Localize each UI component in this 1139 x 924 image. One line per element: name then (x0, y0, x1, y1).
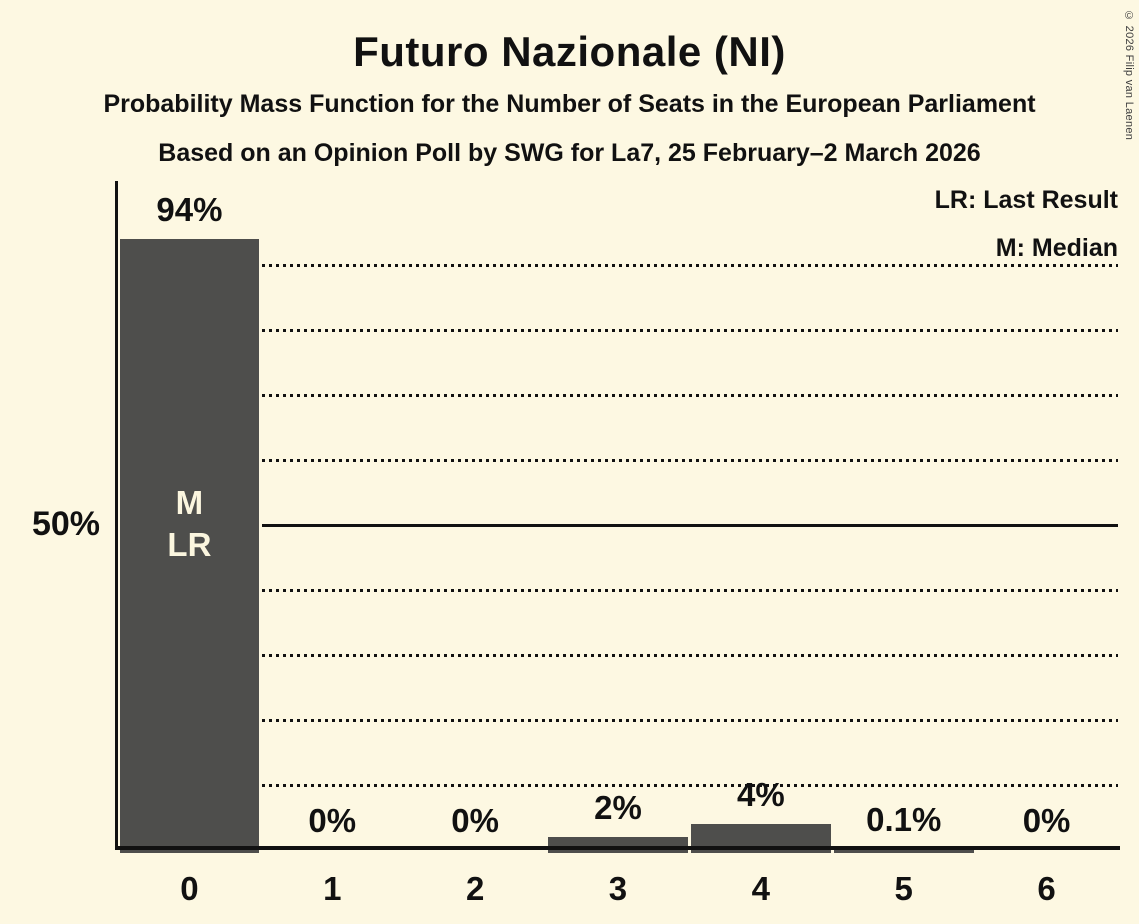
gridline-60pct (262, 458, 1118, 462)
x-tick-label-6: 6 (1037, 870, 1056, 907)
x-tick-label-0: 0 (180, 870, 199, 907)
gridline-30pct (262, 653, 1118, 657)
x-tick-label-5: 5 (894, 870, 913, 907)
gridline-40pct (262, 588, 1118, 592)
gridline-50pct-solid (262, 523, 1118, 527)
x-tick-label-4: 4 (751, 870, 771, 907)
legend-last-result: LR: Last Result (934, 186, 1118, 214)
chart-subtitle: Probability Mass Function for the Number… (103, 90, 1036, 118)
gridline-20pct (262, 718, 1118, 722)
y-axis-line (115, 181, 118, 850)
median-last-result-marker: M LR (118, 482, 261, 566)
bar-seats-5 (833, 849, 974, 853)
gridline-80pct (262, 328, 1118, 332)
value-label-seats-2: 0% (451, 802, 499, 839)
value-label-seats-1: 0% (308, 802, 357, 839)
chart-title: Futuro Nazionale (NI) (353, 28, 786, 75)
bar-seats-0 (119, 239, 260, 853)
marker-line-m: M (175, 484, 204, 521)
value-label-seats-0: 94% (156, 191, 223, 228)
x-tick-label-2: 2 (465, 870, 485, 907)
gridline-90pct (262, 263, 1118, 267)
value-label-seats-5: 0.1% (866, 801, 942, 839)
x-tick-label-3: 3 (608, 870, 628, 907)
copyright-notice: © 2026 Filip van Laenen (1123, 10, 1135, 141)
legend-median: M: Median (995, 234, 1118, 262)
chart-poll-source-line: Based on an Opinion Poll by SWG for La7,… (158, 139, 981, 167)
x-axis-line (115, 846, 1120, 850)
legend: LR: Last Result M: Median (935, 184, 1118, 264)
marker-line-lr: LR (167, 526, 212, 563)
value-label-seats-3: 2% (594, 789, 642, 826)
bar-seats-3 (548, 837, 688, 853)
gridline-10pct (262, 783, 1118, 787)
value-label-seats-4: 4% (736, 776, 785, 813)
gridline-70pct (262, 393, 1118, 397)
value-label-seats-6: 0% (1022, 802, 1071, 839)
x-tick-label-1: 1 (323, 870, 342, 907)
y-axis-label-50pct: 50% (31, 505, 100, 543)
